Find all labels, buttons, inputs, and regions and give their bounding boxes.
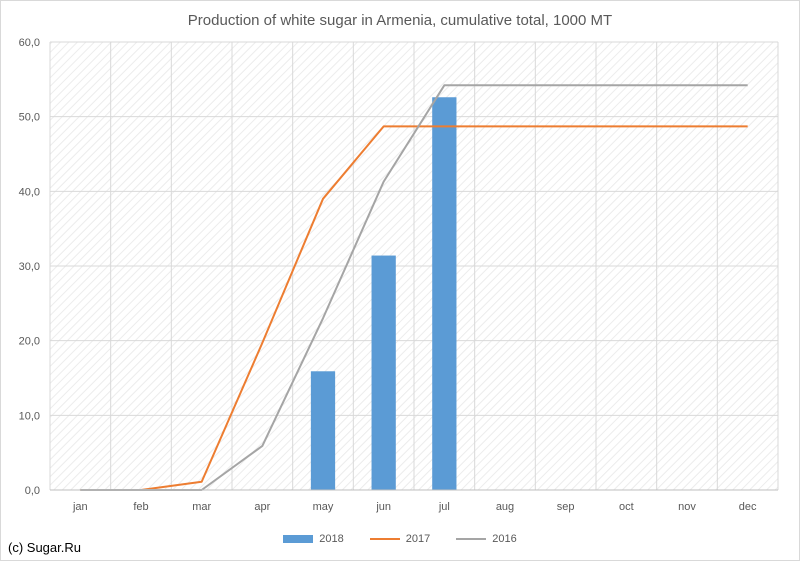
legend-item-2017: 2017 [369, 533, 431, 545]
source-credit: (c) Sugar.Ru [8, 540, 81, 555]
chart-title: Production of white sugar in Armenia, cu… [187, 12, 613, 29]
legend-item-2016: 2016 [456, 533, 517, 545]
x-tick-label-feb: feb [133, 501, 148, 513]
legend-item-2018: 2018 [283, 533, 344, 545]
x-tick-label-jul: jul [438, 501, 450, 513]
bar-2018-jun [371, 255, 396, 490]
y-tick-label: 0,0 [25, 485, 40, 497]
legend-label-2018: 2018 [319, 533, 344, 545]
x-tick-label-oct: oct [619, 501, 634, 513]
grid-lines [49, 41, 779, 491]
x-tick-label-dec: dec [739, 501, 757, 513]
legend-label-2016: 2016 [492, 533, 517, 545]
x-tick-label-jun: jun [375, 501, 391, 513]
series-line-2017 [80, 125, 748, 491]
bar-2018-may [310, 371, 336, 490]
legend: 2018 2017 2016 [0, 533, 800, 545]
legend-swatch-2017 [369, 538, 400, 540]
x-tick-label-sep: sep [557, 501, 575, 513]
y-tick-label: 50,0 [19, 112, 40, 124]
legend-swatch-2018 [283, 535, 314, 543]
x-tick-label-may: may [313, 501, 334, 513]
axes: 0,0 10,0 20,0 30,0 40,0 50,0 60,0 jan feb mar apr m… [19, 37, 778, 513]
y-tick-label: 30,0 [19, 261, 40, 273]
legend-label-2017: 2017 [405, 533, 431, 545]
bar-series [310, 97, 457, 491]
y-tick-label: 20,0 [19, 336, 40, 348]
x-tick-label-jan: jan [72, 501, 88, 513]
y-tick-label: 10,0 [19, 410, 40, 422]
x-tick-label-mar: mar [192, 501, 211, 513]
legend-swatch-2016 [456, 538, 487, 540]
x-tick-label-nov: nov [678, 501, 696, 513]
x-tick-label-apr: apr [254, 501, 270, 513]
bar-2018-jul [432, 97, 457, 491]
y-tick-label: 60,0 [19, 37, 40, 49]
x-tick-label-aug: aug [496, 501, 514, 513]
y-tick-label: 40,0 [19, 186, 40, 198]
